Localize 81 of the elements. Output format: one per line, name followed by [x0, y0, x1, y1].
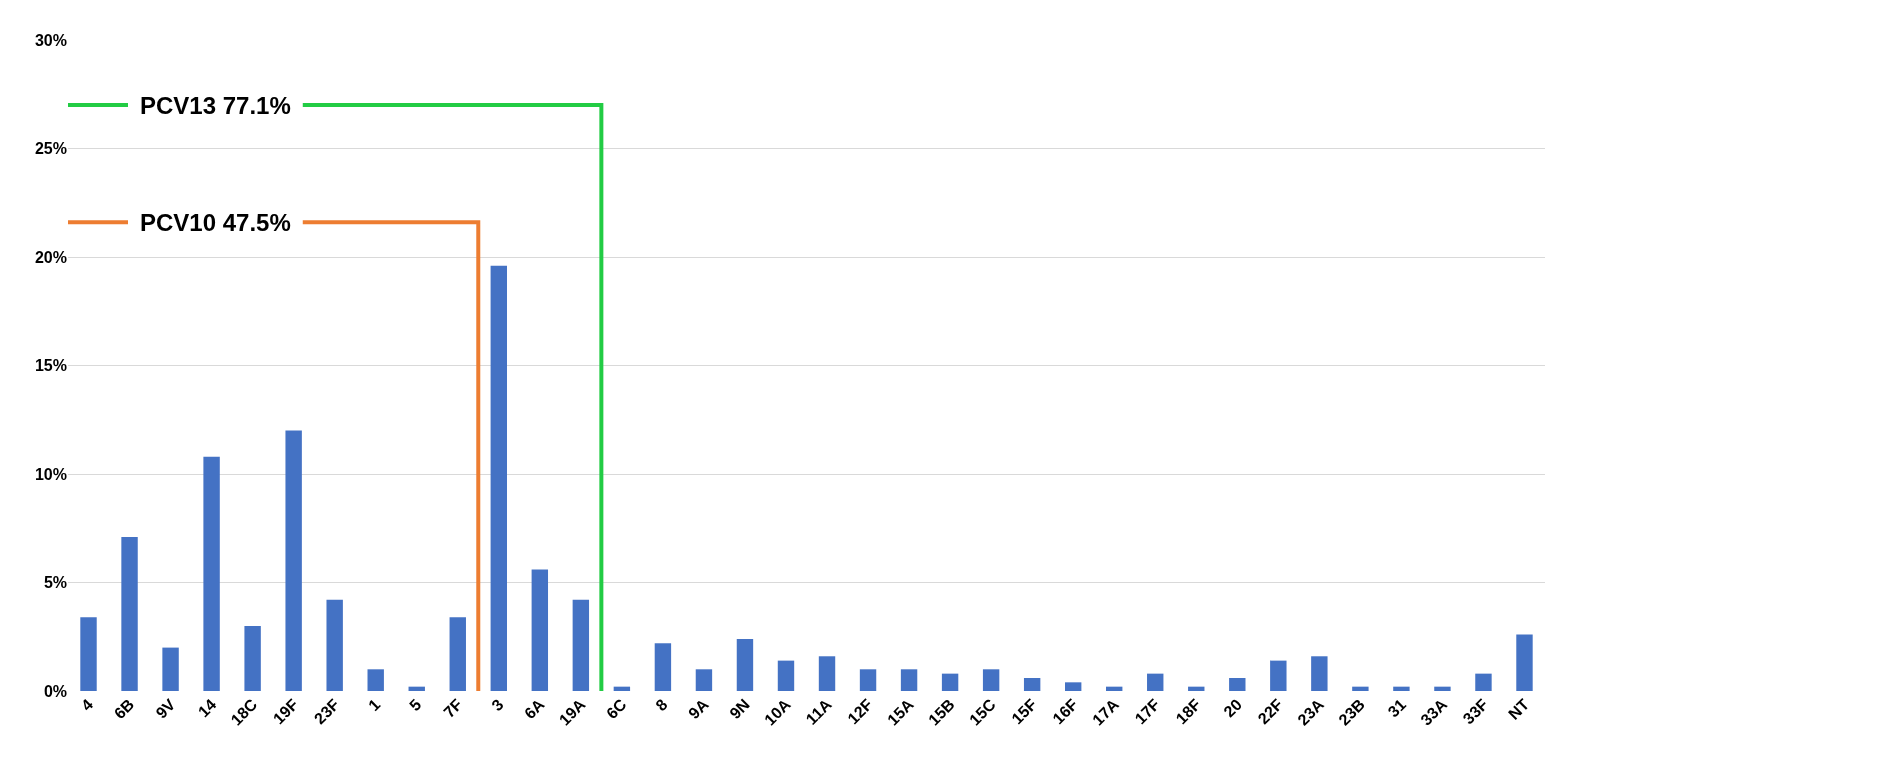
- bar: [900, 669, 918, 691]
- x-tick-label: 14: [194, 695, 220, 721]
- bar: [408, 686, 425, 691]
- bar: [1147, 673, 1164, 691]
- x-tick-label: 19A: [555, 695, 589, 729]
- y-tick-label: 5%: [43, 574, 67, 592]
- bar: [695, 669, 713, 691]
- bar: [1516, 634, 1533, 691]
- x-tick-label: 18C: [227, 695, 261, 729]
- x-tick-label: 18F: [1172, 695, 1205, 728]
- x-tick-label: 8: [652, 695, 671, 715]
- bar: [941, 673, 959, 691]
- x-tick-label: 31: [1384, 695, 1410, 721]
- x-tick-label: 15B: [925, 695, 958, 729]
- x-tick-label: 33A: [1417, 695, 1451, 729]
- bar: [244, 625, 261, 691]
- x-tick-label: 22F: [1254, 695, 1287, 728]
- bar: [490, 265, 507, 691]
- annotation: PCV10 47.5%: [140, 208, 291, 236]
- bar: [531, 569, 549, 691]
- bar: [777, 660, 795, 691]
- bar: [121, 536, 138, 691]
- x-tick-label: 6B: [110, 695, 138, 723]
- y-tick-label: 15%: [34, 357, 67, 375]
- x-tick-label: 1: [365, 695, 384, 715]
- x-tick-label: 3: [488, 695, 507, 715]
- x-tick-label: 10A: [760, 695, 795, 729]
- x-tick-label: 33F: [1459, 695, 1492, 728]
- bar: [859, 669, 877, 691]
- x-tick-label: 9N: [726, 695, 753, 723]
- x-tick-label: 16F: [1049, 695, 1082, 728]
- y-tick-label: 0%: [43, 682, 67, 700]
- bar: [613, 686, 631, 691]
- bar: [285, 430, 302, 691]
- x-tick-label: 23A: [1294, 695, 1328, 729]
- bar: [1270, 660, 1287, 691]
- bar: [367, 669, 384, 691]
- x-tick-label: 15C: [966, 695, 1000, 729]
- bar: [818, 656, 836, 691]
- x-tick-label: 15F: [1008, 695, 1041, 728]
- bar: [654, 643, 672, 691]
- x-tick-label: 9A: [685, 695, 713, 723]
- x-tick-label: NT: [1505, 695, 1533, 723]
- bar: [1229, 677, 1246, 691]
- bar: [1475, 673, 1492, 691]
- y-tick-label: 30%: [34, 31, 67, 49]
- bar: [1188, 686, 1205, 691]
- x-tick-label: 5: [406, 695, 425, 715]
- y-tick-label: 10%: [34, 465, 67, 483]
- bar: [203, 456, 220, 691]
- x-tick-label: 19F: [269, 695, 302, 728]
- bar: [326, 599, 343, 691]
- x-tick-label: 7F: [440, 695, 466, 721]
- x-tick-label: 6C: [603, 695, 630, 723]
- y-tick-label: 20%: [34, 248, 67, 266]
- x-tick-label: 17A: [1089, 695, 1123, 729]
- x-tick-label: 17F: [1131, 695, 1164, 728]
- bar: [1434, 686, 1451, 691]
- x-tick-label: 9V: [152, 695, 179, 722]
- bar: [1023, 677, 1041, 691]
- x-tick-label: 20: [1220, 695, 1246, 721]
- bar: [1106, 686, 1123, 691]
- bar: [1352, 686, 1369, 691]
- x-tick-label: 4: [77, 695, 97, 715]
- y-tick-label: 25%: [34, 140, 67, 158]
- bar: [80, 617, 97, 691]
- annotation: PCV13 77.1%: [140, 91, 291, 119]
- bar: [982, 669, 1000, 691]
- bar: [1064, 682, 1082, 691]
- x-tick-label: 6A: [521, 695, 548, 723]
- bar: [572, 599, 590, 691]
- x-tick-label: 11A: [802, 695, 836, 728]
- x-tick-label: 15A: [884, 695, 918, 729]
- bar: [162, 647, 179, 691]
- bar: [449, 617, 466, 691]
- x-tick-label: 12F: [844, 695, 876, 728]
- bar: [1311, 656, 1328, 691]
- bar: [736, 638, 754, 691]
- x-tick-label: 23B: [1335, 695, 1369, 729]
- x-tick-label: 23F: [310, 695, 343, 728]
- bar: [1393, 686, 1410, 691]
